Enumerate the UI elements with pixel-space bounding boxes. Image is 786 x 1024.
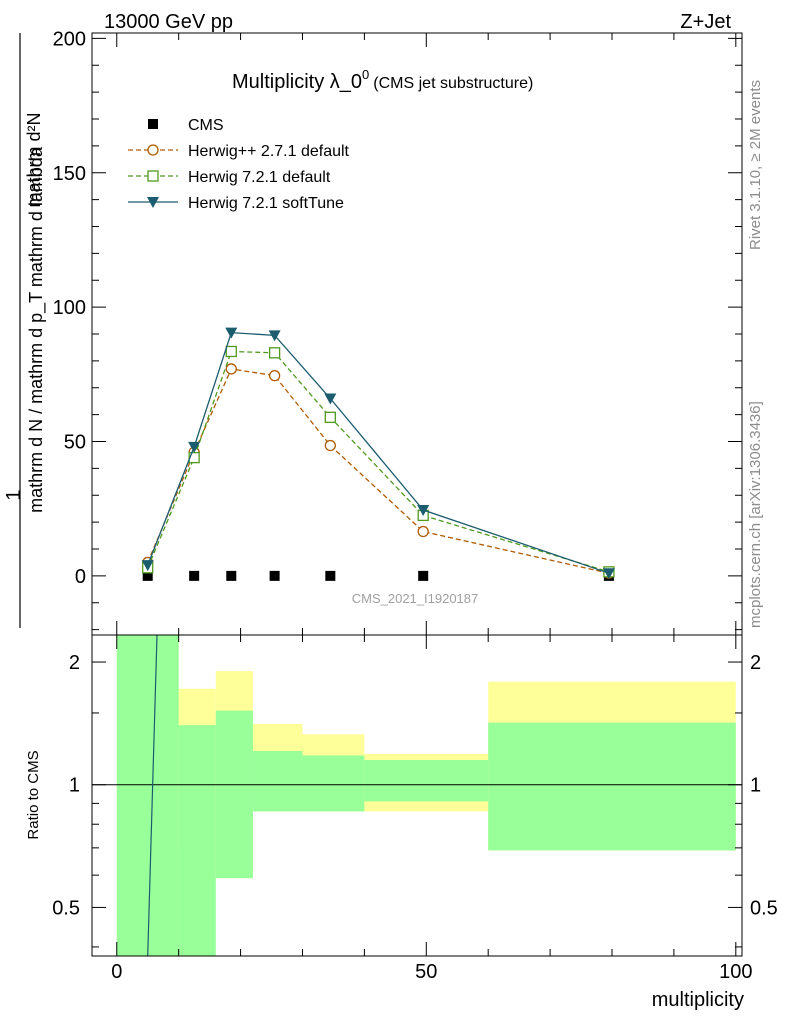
- legend: CMS Herwig++ 2.7.1 default Herwig 7.2.1 de…: [128, 117, 350, 212]
- ratio-y-tick-label-left: 1: [69, 775, 80, 797]
- series-point-3: [141, 560, 154, 572]
- ratio-y-tick-label-left: 0.5: [52, 897, 80, 919]
- watermark: CMS_2021_I1920187: [352, 591, 479, 606]
- legend-marker-2: [147, 170, 159, 182]
- y-label-numerator: 1: [3, 489, 25, 500]
- plot-title: Multiplicity λ_00(CMS jet substructure): [232, 67, 533, 93]
- ratio-x-axis: 0 50 100: [111, 635, 752, 983]
- ratio-y-tick-label-right: 1: [750, 775, 761, 797]
- ratio-y-label: Ratio to CMS: [25, 750, 42, 839]
- green-band-bin: [252, 750, 303, 812]
- y-label-inner-numerator: mathrm d²N: [24, 112, 44, 207]
- series-point-3: [417, 505, 430, 517]
- series-line-3: [147, 331, 610, 574]
- green-band-bin: [302, 755, 365, 812]
- series-point-1: [225, 363, 237, 375]
- main-y-axis: 0 50 100 150 200: [53, 28, 742, 635]
- ratio-y-axis: 0.5 0.5 1 1 2 2: [52, 652, 778, 948]
- series-line-2: [147, 350, 610, 573]
- main-panel: 0 50 100 150 200 CMS_2021_I1920187: [53, 28, 743, 636]
- x-tick-label: 50: [415, 961, 437, 983]
- legend-label-3: Herwig 7.2.1 softTune: [188, 195, 344, 212]
- ratio-y-tick-label-left: 2: [69, 652, 80, 674]
- rivet-label: Rivet 3.1.10, ≥ 2M events: [747, 80, 764, 250]
- green-band-bin: [488, 722, 736, 851]
- ratio-lines: [92, 634, 742, 957]
- y-tick-label: 50: [64, 432, 86, 454]
- ratio-bands: [116, 635, 736, 956]
- series-point-0: [142, 570, 153, 581]
- series-point-0: [418, 570, 429, 581]
- legend-marker-3: [147, 197, 159, 208]
- main-y-axis-label: 1 mathrm d N / mathrm d p_T mathrm d lam…: [3, 33, 47, 628]
- series-point-2: [225, 345, 237, 358]
- green-band-bin: [215, 710, 253, 879]
- y-label-denominator: mathrm d N / mathrm d p_T mathrm d lambd…: [26, 146, 47, 513]
- x-axis-label: multiplicity: [652, 989, 744, 1011]
- legend-label-2: Herwig 7.2.1 default: [188, 169, 331, 186]
- y-tick-label: 100: [53, 297, 86, 319]
- ratio-y-tick-label-right: 2: [750, 652, 761, 674]
- mcplots-label: mcplots.cern.ch [arXiv:1306.3436]: [747, 401, 764, 628]
- y-tick-label: 200: [53, 28, 86, 50]
- green-band-bin: [116, 635, 179, 956]
- x-tick-label: 100: [719, 961, 752, 983]
- y-tick-label: 150: [53, 163, 86, 185]
- series-point-0: [189, 570, 200, 581]
- legend-label-0: CMS: [188, 117, 224, 134]
- series-point-1: [417, 525, 429, 538]
- legend-marker-1: [147, 144, 159, 156]
- series-point-2: [268, 347, 281, 359]
- series-point-3: [324, 393, 337, 405]
- series-point-1: [324, 439, 336, 452]
- ratio-softtune-line: [147, 634, 158, 957]
- series-point-0: [325, 570, 336, 581]
- x-tick-label: 0: [111, 961, 122, 983]
- series-point-0: [226, 570, 237, 581]
- series-point-3: [602, 568, 615, 580]
- ratio-frame: [91, 634, 743, 957]
- legend-label-1: Herwig++ 2.7.1 default: [188, 143, 350, 160]
- legend-marker-0: [148, 119, 158, 129]
- series-point-2: [324, 411, 336, 423]
- header-process: 13000 GeV pp: [104, 11, 233, 33]
- green-band-bin: [178, 725, 216, 956]
- ratio-y-tick-label-right: 0.5: [750, 897, 778, 919]
- series-line-1: [147, 368, 610, 574]
- y-tick-label: 0: [75, 566, 86, 588]
- series-point-3: [225, 327, 238, 339]
- series-point-0: [269, 570, 280, 581]
- ratio-panel: 0.5 0.5 1 1 2 2 0 50 100 Ratio to CMS multiplic…: [25, 634, 778, 1011]
- header-analysis: Z+Jet: [680, 11, 731, 33]
- series-point-3: [188, 441, 201, 453]
- series-point-3: [268, 330, 281, 342]
- series-point-1: [268, 370, 281, 382]
- main-series-group: [141, 327, 615, 581]
- green-band-bin: [364, 759, 489, 802]
